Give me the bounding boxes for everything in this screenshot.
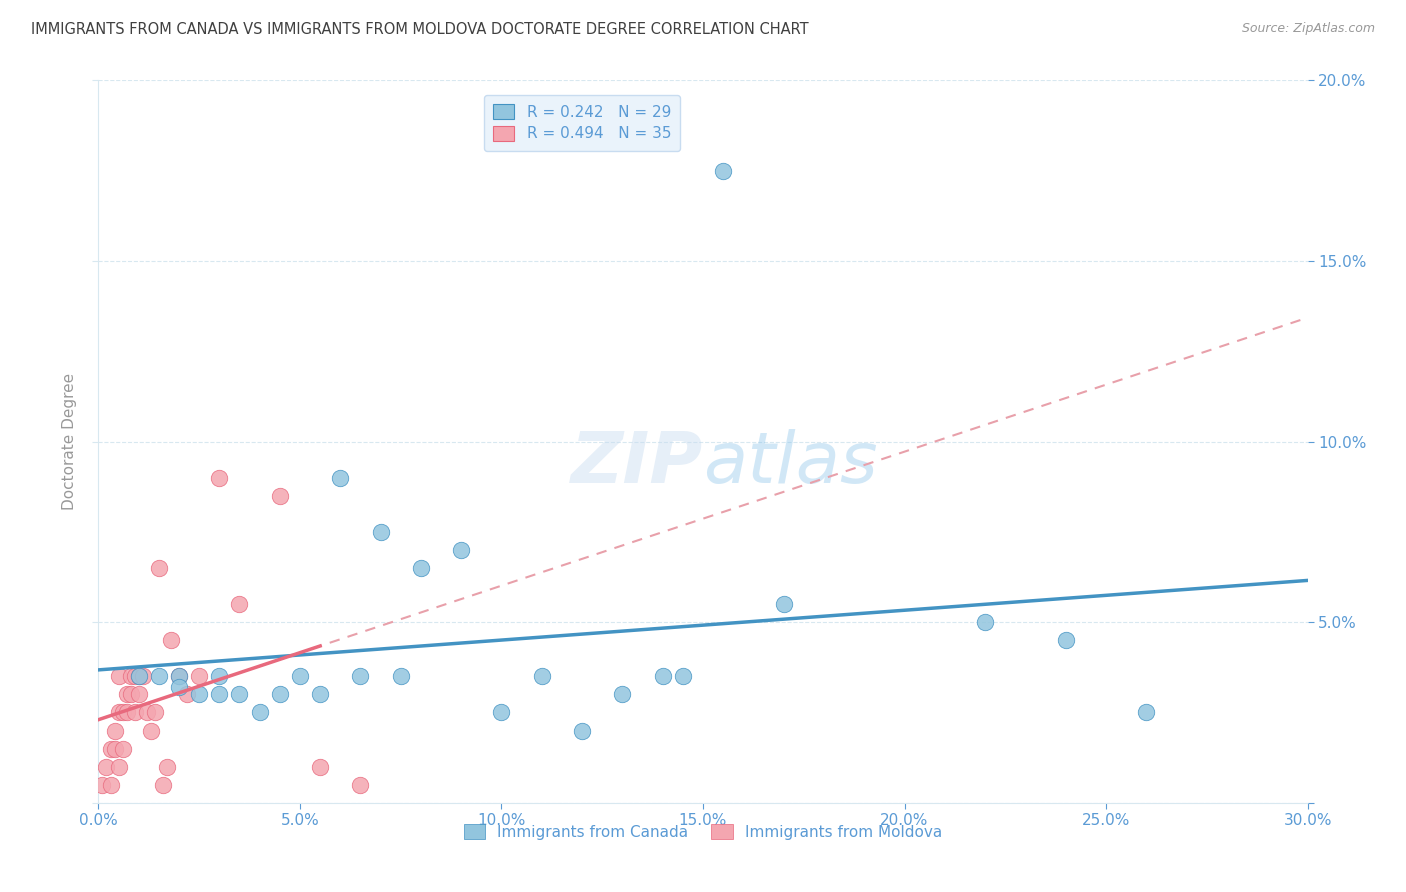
Point (349, 778, 371, 792)
Legend: Immigrants from Canada, Immigrants from Moldova: Immigrants from Canada, Immigrants from … (457, 818, 949, 846)
Point (772, 597, 794, 611)
Point (128, 669, 150, 683)
Point (152, 778, 174, 792)
Point (530, 669, 553, 683)
Point (107, 760, 129, 774)
Point (111, 706, 134, 720)
Point (1054, 633, 1077, 648)
Point (160, 633, 183, 648)
Point (309, 687, 332, 701)
Text: Source: ZipAtlas.com: Source: ZipAtlas.com (1241, 22, 1375, 36)
Point (124, 706, 146, 720)
Text: IMMIGRANTS FROM CANADA VS IMMIGRANTS FROM MOLDOVA DOCTORATE DEGREE CORRELATION C: IMMIGRANTS FROM CANADA VS IMMIGRANTS FRO… (31, 22, 808, 37)
Point (167, 680, 190, 694)
Point (120, 669, 142, 683)
Point (228, 597, 250, 611)
Text: atlas: atlas (703, 429, 877, 498)
Point (111, 741, 134, 756)
Point (370, 524, 392, 539)
Point (124, 669, 146, 683)
Point (208, 669, 231, 683)
Point (672, 669, 695, 683)
Point (91, 778, 114, 792)
Point (148, 561, 170, 575)
Point (107, 669, 129, 683)
Point (96, 760, 118, 774)
Point (156, 760, 179, 774)
Point (107, 706, 129, 720)
Point (120, 687, 142, 701)
Point (269, 687, 291, 701)
Point (309, 760, 332, 774)
Point (711, 163, 734, 178)
Point (208, 687, 231, 701)
Point (349, 669, 371, 683)
Point (288, 669, 311, 683)
Point (249, 706, 271, 720)
Y-axis label: Doctorate Degree: Doctorate Degree (62, 373, 77, 510)
Point (143, 706, 166, 720)
Point (188, 687, 211, 701)
Point (491, 706, 513, 720)
Point (329, 471, 352, 485)
Point (651, 669, 673, 683)
Point (100, 741, 122, 756)
Point (389, 669, 412, 683)
Point (132, 669, 155, 683)
Point (571, 723, 593, 738)
Point (176, 687, 198, 701)
Point (128, 669, 150, 683)
Point (974, 615, 997, 630)
Point (1135, 706, 1157, 720)
Point (139, 723, 162, 738)
Point (103, 723, 125, 738)
Point (148, 669, 170, 683)
Text: ZIP: ZIP (571, 429, 703, 498)
Point (208, 471, 231, 485)
Point (135, 706, 157, 720)
Point (269, 489, 291, 503)
Point (409, 561, 432, 575)
Point (167, 669, 190, 683)
Point (228, 687, 250, 701)
Point (167, 669, 190, 683)
Point (450, 542, 472, 557)
Point (103, 741, 125, 756)
Point (115, 687, 138, 701)
Point (612, 687, 634, 701)
Point (188, 669, 211, 683)
Point (115, 706, 138, 720)
Point (128, 687, 150, 701)
Point (100, 778, 122, 792)
